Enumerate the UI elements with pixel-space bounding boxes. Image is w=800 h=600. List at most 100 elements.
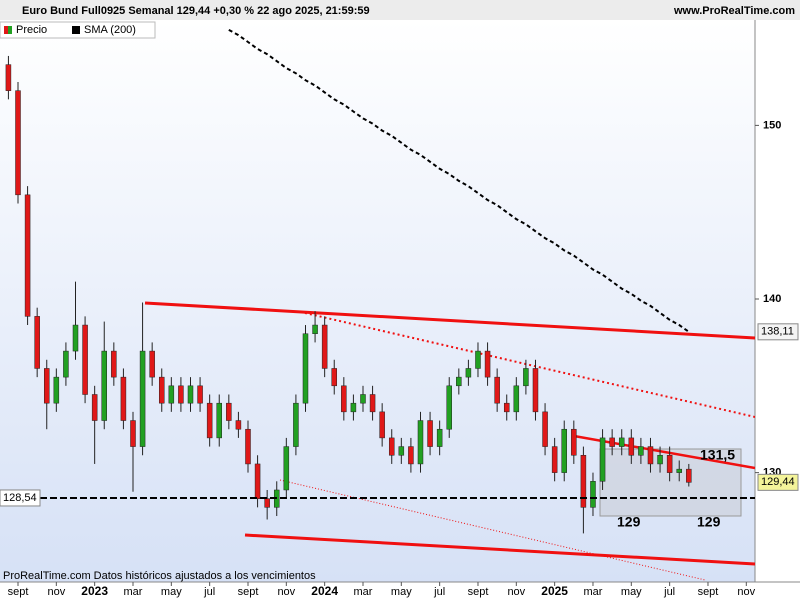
candle-body bbox=[609, 437, 615, 447]
candle-body bbox=[53, 376, 60, 404]
candle-body bbox=[91, 394, 98, 421]
price-tag bbox=[757, 323, 799, 341]
candle-body bbox=[350, 402, 357, 413]
candle-body bbox=[379, 411, 385, 439]
x-tick-label: 2023 bbox=[81, 584, 108, 598]
legend-label: SMA (200) bbox=[84, 24, 136, 36]
source: www.ProRealTime.com bbox=[673, 5, 795, 17]
x-tick-label: nov bbox=[277, 586, 295, 598]
header-bar bbox=[0, 0, 800, 20]
x-tick-label: mar bbox=[354, 586, 373, 598]
candle-body bbox=[427, 420, 433, 447]
candle-body bbox=[254, 463, 261, 499]
candle-body bbox=[532, 368, 539, 413]
trendline bbox=[304, 312, 755, 418]
price-tag-label: 128,54 bbox=[3, 492, 37, 504]
candle-body bbox=[130, 420, 136, 447]
plot bbox=[0, 29, 755, 581]
x-tick-label: mar bbox=[124, 586, 143, 598]
trendline bbox=[279, 479, 706, 581]
x-tick-label: jul bbox=[203, 586, 215, 598]
y-tick-label: 140 bbox=[763, 293, 781, 305]
candle-body bbox=[312, 324, 318, 334]
x-tick-label: sept bbox=[8, 586, 29, 598]
candle-body bbox=[388, 437, 395, 456]
candle-body bbox=[235, 420, 242, 430]
candle-body bbox=[398, 446, 405, 456]
candle-body bbox=[120, 376, 127, 421]
trendline bbox=[244, 533, 755, 566]
annotation: 129 bbox=[617, 514, 641, 530]
candle-body bbox=[197, 385, 203, 404]
candle-body bbox=[657, 455, 663, 465]
x-tick-label: jul bbox=[663, 586, 675, 598]
x-tick-label: sept bbox=[238, 586, 259, 598]
candle-body bbox=[101, 350, 107, 421]
candle-body bbox=[647, 446, 654, 465]
candle-body bbox=[484, 350, 491, 378]
x-tick-label: 2024 bbox=[311, 584, 338, 598]
trendline bbox=[144, 301, 755, 340]
candle-body bbox=[676, 468, 682, 473]
candle-body bbox=[5, 64, 12, 91]
candle-body bbox=[43, 368, 50, 404]
candle-body bbox=[331, 368, 337, 387]
candle-body bbox=[187, 385, 194, 404]
x-tick-label: may bbox=[161, 586, 182, 598]
candle-body bbox=[82, 324, 88, 395]
candle-body bbox=[15, 90, 21, 196]
x-tick-label: nov bbox=[507, 586, 525, 598]
footer: ProRealTime.com Datos históricos ajustad… bbox=[3, 570, 316, 582]
candle-body bbox=[341, 385, 347, 413]
y-tick-label: 150 bbox=[763, 119, 781, 131]
price-tag bbox=[0, 489, 41, 507]
candle-body bbox=[293, 402, 299, 447]
candle-body bbox=[542, 411, 548, 447]
candle-body bbox=[149, 350, 155, 378]
candle-body bbox=[226, 402, 232, 421]
candle-body bbox=[571, 428, 577, 456]
legend-swatch bbox=[72, 26, 80, 34]
candle-body bbox=[618, 437, 625, 447]
candle-body bbox=[503, 402, 510, 413]
annotation: 131,5 bbox=[700, 447, 735, 463]
candle-body bbox=[111, 350, 117, 378]
legend-label: Precio bbox=[16, 24, 47, 36]
candle-body bbox=[302, 333, 309, 404]
candle-body bbox=[561, 428, 567, 473]
x-tick-label: 2025 bbox=[541, 584, 568, 598]
candle-body bbox=[638, 446, 644, 456]
candle-body bbox=[369, 394, 376, 413]
candle-body bbox=[321, 324, 328, 369]
candle-body bbox=[24, 194, 31, 317]
x-tick-label: nov bbox=[47, 586, 65, 598]
candle-body bbox=[72, 324, 79, 352]
x-tick-label: may bbox=[621, 586, 642, 598]
chart-title: Euro Bund Full0925 Semanal 129,44 +0,30 … bbox=[22, 5, 370, 17]
candle-body bbox=[456, 376, 462, 387]
candle-body bbox=[580, 455, 587, 508]
candle-body bbox=[666, 455, 673, 473]
candle-body bbox=[206, 402, 213, 439]
candle-body bbox=[283, 446, 290, 491]
candle-body bbox=[139, 350, 146, 447]
candle-body bbox=[551, 446, 558, 473]
candle-body bbox=[178, 385, 184, 404]
candle-body bbox=[408, 446, 414, 465]
x-tick-label: mar bbox=[584, 586, 603, 598]
candle-body bbox=[686, 468, 692, 483]
x-tick-label: sept bbox=[468, 586, 489, 598]
candle-body bbox=[245, 428, 251, 465]
candle-body bbox=[158, 376, 165, 404]
candle-body bbox=[475, 350, 481, 369]
legend-swatch bbox=[4, 26, 8, 34]
candle-body bbox=[465, 368, 472, 378]
candle-body bbox=[436, 428, 443, 447]
candle-body bbox=[264, 498, 270, 508]
x-tick-label: jul bbox=[433, 586, 445, 598]
candle-body bbox=[34, 316, 40, 369]
candle-body bbox=[523, 368, 529, 387]
candle-body bbox=[446, 385, 452, 430]
